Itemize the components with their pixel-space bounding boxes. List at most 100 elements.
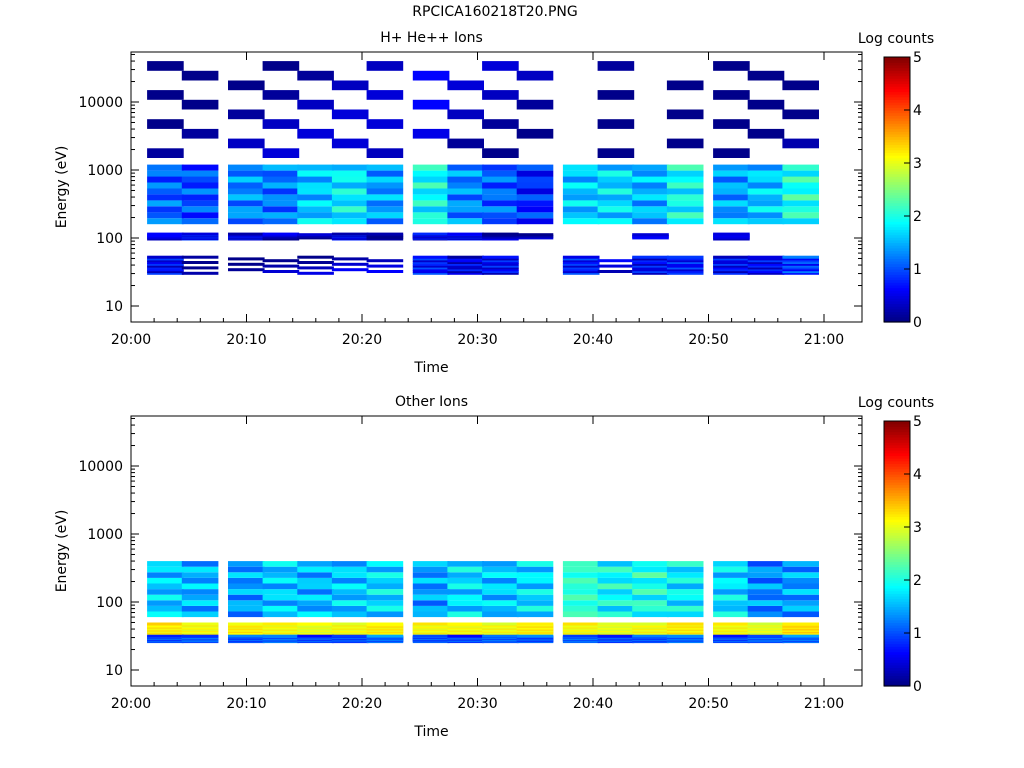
- heatmap-cell: [447, 577, 484, 584]
- heatmap-cell: [666, 271, 704, 275]
- colorbar-swatch: [884, 205, 910, 209]
- heatmap-cell: [562, 266, 600, 270]
- heatmap-cell: [447, 109, 484, 120]
- colorbar-swatch: [884, 513, 910, 517]
- heatmap-cell: [597, 566, 635, 573]
- colorbar-swatch: [884, 550, 910, 555]
- heatmap-cell: [597, 561, 635, 567]
- heatmap-cell: [516, 128, 554, 139]
- heatmap-cell: [482, 200, 519, 207]
- colorbar-swatch: [884, 609, 910, 613]
- heatmap-cell: [632, 270, 669, 273]
- heatmap-cell: [262, 234, 300, 238]
- heatmap-cell: [228, 594, 265, 601]
- heatmap-cell: [782, 257, 819, 261]
- heatmap-cell: [366, 594, 404, 601]
- colorbar-swatch: [884, 428, 910, 433]
- colorbar-swatch: [884, 542, 910, 547]
- heatmap-cell: [147, 266, 184, 270]
- heatmap-cell: [666, 268, 704, 272]
- heatmap-cell: [482, 235, 519, 239]
- heatmap-cell: [331, 257, 369, 261]
- heatmap-cell: [228, 589, 265, 595]
- heatmap-cell: [747, 257, 785, 261]
- heatmap-cell: [747, 200, 785, 207]
- heatmap-cell: [782, 138, 819, 149]
- heatmap-cell: [228, 138, 265, 149]
- heatmap-cell: [632, 583, 669, 590]
- colorbar-swatch: [884, 503, 910, 507]
- colorbar-swatch: [884, 269, 910, 273]
- colorbar-swatch: [884, 178, 910, 183]
- heatmap-cell: [713, 255, 750, 259]
- heatmap-cell: [562, 605, 600, 612]
- colorbar-swatch: [884, 80, 910, 85]
- heatmap-cell: [228, 212, 265, 219]
- heatmap-cell: [262, 259, 300, 263]
- colorbar-swatch: [884, 141, 910, 146]
- heatmap-cell: [147, 589, 184, 595]
- heatmap-cell: [482, 262, 519, 266]
- heatmap-cell: [782, 200, 819, 207]
- colorbar-swatch: [884, 123, 910, 127]
- heatmap-cell: [597, 259, 635, 263]
- heatmap-cell: [297, 561, 334, 567]
- colorbar-swatch: [884, 104, 910, 108]
- colorbar-swatch: [884, 468, 910, 472]
- heatmap-cell: [412, 261, 450, 264]
- heatmap-cell: [632, 234, 669, 238]
- colorbar-swatch: [884, 115, 910, 119]
- colorbar-swatch: [884, 223, 910, 228]
- heatmap-cell: [747, 634, 785, 638]
- colorbar-swatch: [884, 91, 910, 95]
- heatmap-cell: [412, 232, 450, 236]
- colorbar-swatch: [884, 300, 910, 305]
- heatmap-cell: [482, 561, 519, 567]
- colorbar-swatch: [884, 99, 910, 103]
- colorbar-swatch: [884, 64, 910, 69]
- heatmap-cell: [516, 605, 554, 612]
- heatmap-cell: [147, 605, 184, 612]
- heatmap-cell: [228, 206, 265, 213]
- heatmap-cell: [713, 262, 750, 266]
- colorbar-swatch: [884, 112, 910, 116]
- heatmap-cell: [297, 266, 334, 270]
- colorbar-swatch: [884, 213, 910, 217]
- colorbar-swatch: [884, 545, 910, 549]
- colorbar-swatch: [884, 173, 910, 177]
- heatmap-cell: [447, 594, 484, 601]
- heatmap-cell: [632, 264, 669, 268]
- heatmap-cell: [297, 176, 334, 183]
- heatmap-cell: [447, 634, 484, 638]
- heatmap-cell: [666, 212, 704, 219]
- heatmap-cell: [516, 200, 554, 207]
- heatmap-cell: [412, 594, 450, 601]
- colorbar-swatch: [884, 139, 910, 143]
- heatmap-cell: [147, 170, 184, 177]
- heatmap-cell: [516, 182, 554, 189]
- heatmap-cell: [747, 206, 785, 213]
- heatmap-cell: [262, 600, 300, 606]
- heatmap-cell: [713, 572, 750, 578]
- heatmap-cell: [597, 594, 635, 601]
- heatmap-cell: [447, 176, 484, 183]
- colorbar-swatch: [884, 274, 910, 278]
- colorbar-frame: [883, 56, 911, 323]
- heatmap-cell: [412, 262, 450, 266]
- colorbar-swatch: [884, 295, 910, 299]
- heatmap-cell: [331, 194, 369, 201]
- x-axis-label: Time: [413, 360, 448, 376]
- colorbar-swatch: [884, 617, 910, 621]
- heatmap-cell: [331, 594, 369, 601]
- heatmap-cell: [482, 572, 519, 578]
- heatmap-cell: [447, 200, 484, 207]
- heatmap-cell: [297, 271, 334, 275]
- heatmap-cell: [147, 566, 184, 573]
- x-tick-label: 20:20: [342, 332, 382, 348]
- heatmap-cell: [632, 271, 669, 275]
- heatmap-cell: [228, 262, 265, 266]
- heatmap-cell: [412, 200, 450, 207]
- heatmap-cell: [666, 583, 704, 590]
- colorbar-tick-label: 3: [913, 520, 922, 536]
- heatmap-cell: [562, 170, 600, 177]
